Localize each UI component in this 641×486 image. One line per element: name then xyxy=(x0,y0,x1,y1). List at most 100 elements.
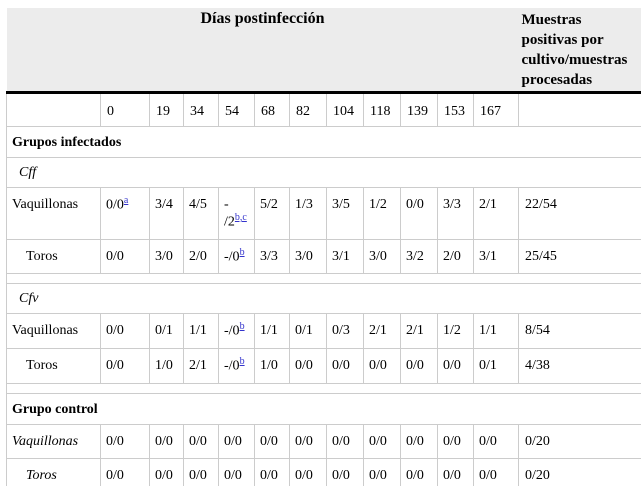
data-cell: 0/0 xyxy=(473,424,519,459)
data-cell: -/2b,c xyxy=(218,187,255,240)
data-cell: 0/0 xyxy=(326,458,364,486)
data-cell: 0/0 xyxy=(363,424,401,459)
total-cell: 8/54 xyxy=(518,313,641,349)
table-row-section: Grupo control xyxy=(6,393,641,425)
data-cell: 0/0 xyxy=(437,424,474,459)
positive-samples-header: Muestras positivas por cultivo/muestras … xyxy=(518,8,641,94)
row-label: Toros xyxy=(6,239,101,275)
data-cell: 3/1 xyxy=(326,239,364,275)
total-cell: 22/54 xyxy=(518,187,641,240)
row-label: Toros xyxy=(6,458,101,486)
section-label: Grupos infectados xyxy=(6,126,641,158)
data-cell: 0/0 xyxy=(363,458,401,486)
day-blank-cell xyxy=(6,92,101,127)
day-label-68: 68 xyxy=(254,92,290,127)
footnote-link-b[interactable]: b xyxy=(239,321,245,333)
day-label-54: 54 xyxy=(218,92,255,127)
data-cell: 0/0 xyxy=(437,348,474,384)
data-cell: 0/0 xyxy=(400,424,438,459)
day-label-82: 82 xyxy=(289,92,327,127)
data-cell: 1/0 xyxy=(149,348,184,384)
data-cell: 2/0 xyxy=(437,239,474,275)
data-cell: 0/0 xyxy=(326,348,364,384)
row-label: Toros xyxy=(6,348,101,384)
data-cell: 0/0 xyxy=(100,348,150,384)
table-row-data: Toros 0/0 1/0 2/1 -/0b 1/0 0/0 0/0 0/0 0/0 0/0 0/1 4… xyxy=(6,348,641,384)
days-postinfection-header: Días postinfección xyxy=(6,8,519,94)
data-cell: 1/0 xyxy=(254,348,290,384)
main-header-row: Días postinfección Muestras positivas po… xyxy=(6,8,641,94)
data-cell: 3/0 xyxy=(289,239,327,275)
table-row-data: Vaquillonas 0/0 0/1 1/1 -/0b 1/1 0/1 0/3 2/1 2/1 1… xyxy=(6,313,641,349)
totals-blank-cell xyxy=(518,92,641,127)
data-cell: -/0b xyxy=(218,313,255,349)
data-cell: 2/1 xyxy=(363,313,401,349)
spacer-cell xyxy=(6,273,641,285)
data-cell: 0/0 xyxy=(326,424,364,459)
data-cell: 0/0 xyxy=(254,458,290,486)
day-label-0: 0 xyxy=(100,92,150,127)
data-cell: 0/0 xyxy=(289,458,327,486)
data-cell: 3/3 xyxy=(254,239,290,275)
data-cell: 0/0a xyxy=(100,187,150,240)
data-cell: 3/4 xyxy=(149,187,184,240)
total-cell: 0/20 xyxy=(518,458,641,486)
table-row-group: Cff xyxy=(6,157,641,188)
row-label: Vaquillonas xyxy=(6,313,101,349)
table-row-data: Toros 0/0 0/0 0/0 0/0 0/0 0/0 0/0 0/0 0/0 0/0 0/0 0/… xyxy=(6,458,641,486)
data-cell: -/0b xyxy=(218,348,255,384)
results-table: Días postinfección Muestras positivas po… xyxy=(6,8,641,486)
row-label: Vaquillonas xyxy=(6,424,101,459)
footnote-link-a[interactable]: a xyxy=(123,195,129,206)
footnote-link-b[interactable]: b xyxy=(239,246,245,258)
data-cell: 0/0 xyxy=(149,424,184,459)
data-cell: 0/0 xyxy=(400,187,438,240)
data-cell: 0/0 xyxy=(100,239,150,275)
data-cell: 0/3 xyxy=(326,313,364,349)
table-row-section: Grupos infectados xyxy=(6,126,641,158)
data-cell: 0/0 xyxy=(363,348,401,384)
row-label: Vaquillonas xyxy=(6,187,101,240)
data-cell: 0/0 xyxy=(100,424,150,459)
data-cell: 0/1 xyxy=(473,348,519,384)
data-cell: 0/0 xyxy=(400,458,438,486)
data-cell: 0/0 xyxy=(473,458,519,486)
data-cell: 0/1 xyxy=(289,313,327,349)
data-cell: 3/1 xyxy=(473,239,519,275)
table-row-data: Vaquillonas 0/0a 3/4 4/5-/2b,c 5/2 1/3 3/5 1/2 0… xyxy=(6,187,641,240)
day-labels-row: 0 19 34 54 68 82 104 118 139 153 167 xyxy=(6,92,641,127)
data-cell: 4/5 xyxy=(183,187,219,240)
day-label-104: 104 xyxy=(326,92,364,127)
table-row-data: Vaquillonas 0/0 0/0 0/0 0/0 0/0 0/0 0/0 0/0 0/0 0/… xyxy=(6,424,641,459)
data-cell: 0/0 xyxy=(437,458,474,486)
table-row-data: Toros 0/0 3/0 2/0 -/0b 3/3 3/0 3/1 3/0 3/2 2/0 3/1 2… xyxy=(6,239,641,275)
day-label-167: 167 xyxy=(473,92,519,127)
table-body: Grupos infectados Cff Vaquillonas 0/0a 3/4 4/… xyxy=(6,126,641,486)
footnote-link-b[interactable]: b xyxy=(239,355,245,367)
data-cell: 0/0 xyxy=(254,424,290,459)
data-cell: 2/0 xyxy=(183,239,219,275)
data-cell: 0/0 xyxy=(100,313,150,349)
data-cell: 2/1 xyxy=(400,313,438,349)
total-cell: 0/20 xyxy=(518,424,641,459)
group-label: Cff xyxy=(6,157,641,188)
table-row-spacer xyxy=(6,383,641,394)
spacer-cell xyxy=(6,383,641,394)
data-cell: 0/1 xyxy=(149,313,184,349)
data-cell: 3/2 xyxy=(400,239,438,275)
section-label: Grupo control xyxy=(6,393,641,425)
data-cell: 1/3 xyxy=(289,187,327,240)
data-cell: 0/0 xyxy=(400,348,438,384)
data-cell: 5/2 xyxy=(254,187,290,240)
data-cell: 1/1 xyxy=(473,313,519,349)
data-cell: 1/2 xyxy=(437,313,474,349)
total-cell: 4/38 xyxy=(518,348,641,384)
data-cell: 3/3 xyxy=(437,187,474,240)
data-cell: 0/0 xyxy=(183,458,219,486)
footnote-link-bc[interactable]: b,c xyxy=(234,212,247,223)
table-row-group: Cfv xyxy=(6,283,641,315)
data-cell: 3/0 xyxy=(149,239,184,275)
data-cell: 2/1 xyxy=(183,348,219,384)
table-row-spacer xyxy=(6,273,641,285)
